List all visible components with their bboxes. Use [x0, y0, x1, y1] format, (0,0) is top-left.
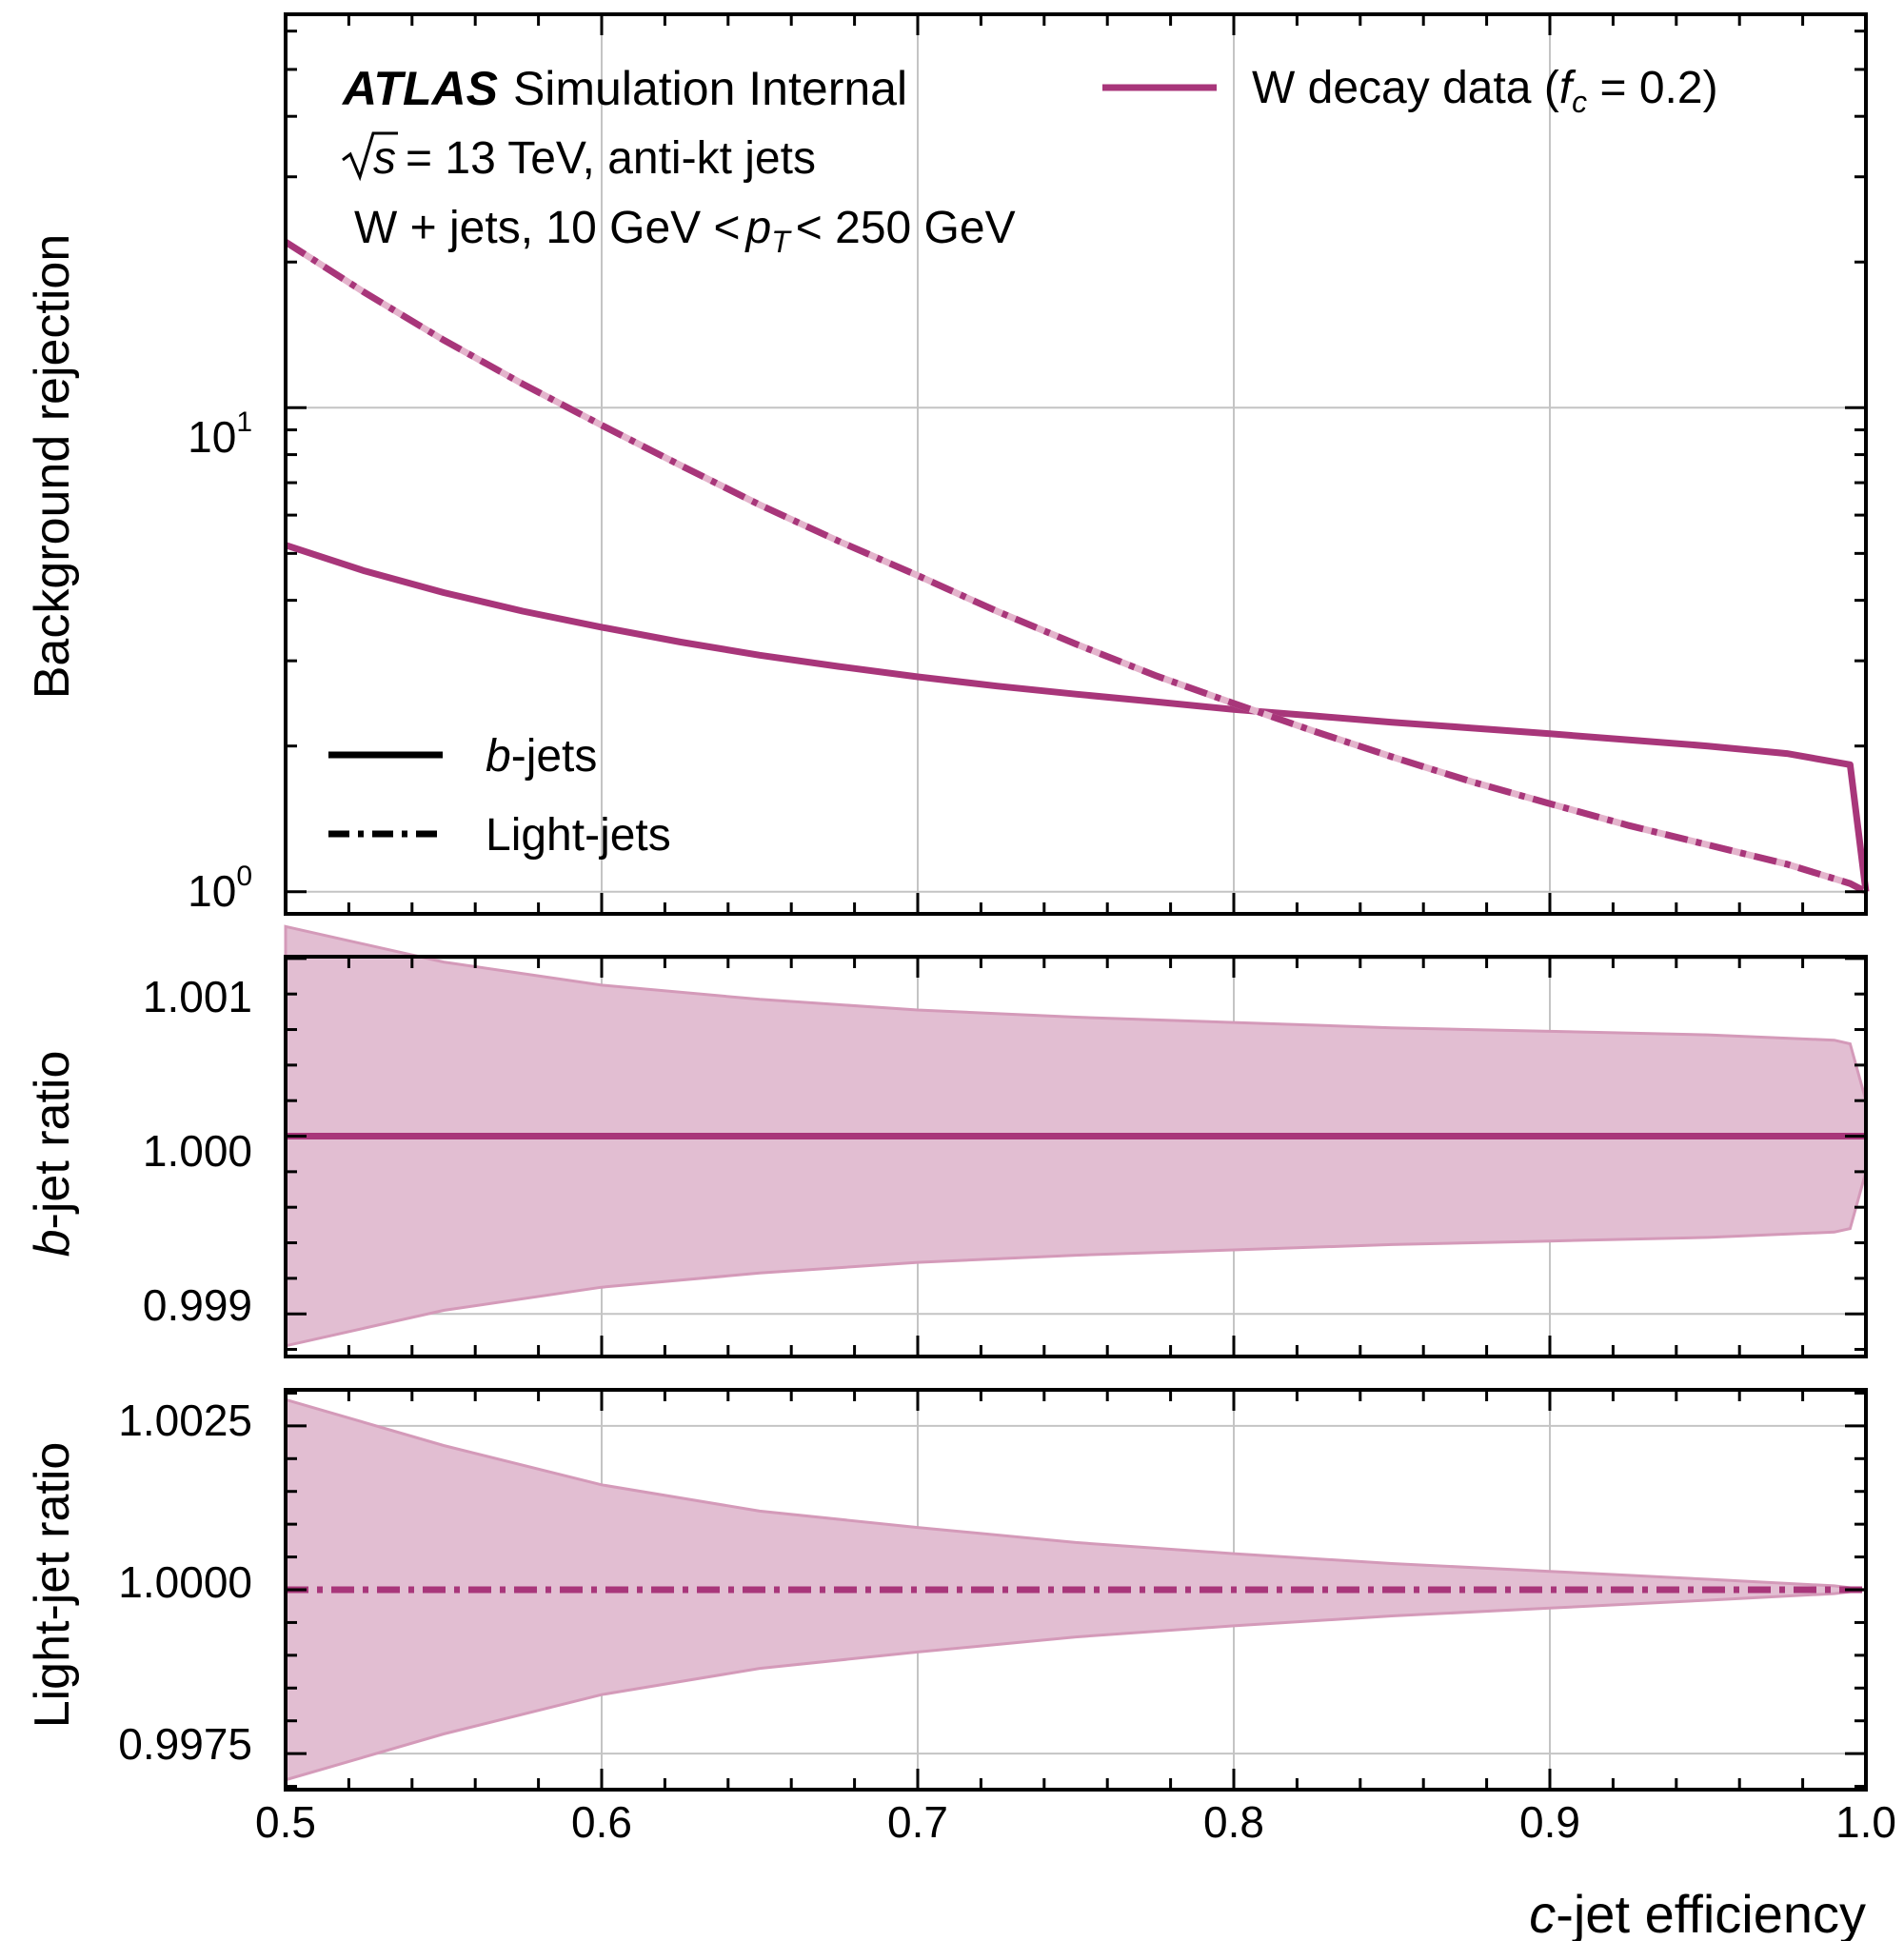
ytick-label-0.999: 0.999	[143, 1280, 252, 1330]
atlas-label: ATLAS Simulation Internal	[341, 62, 907, 115]
xtick-label-0.6: 0.6	[571, 1797, 632, 1847]
axes-frame	[284, 955, 1868, 1358]
series-light-jets	[284, 239, 1868, 895]
ylabel-background-rejection: Background rejection	[25, 234, 80, 700]
legend-bjets-label: b-jets	[486, 731, 597, 782]
ylabel-b-jet-ratio: b-jet ratio	[25, 1051, 80, 1258]
panel-light-jet-ratio	[284, 1388, 1868, 1792]
series-b-jets	[284, 542, 1870, 893]
legend-style: b-jets Light-jets	[328, 731, 671, 861]
ytick-label-10-0: 100	[188, 861, 252, 916]
panel-b-jet-ratio	[284, 924, 1868, 1358]
legend-light-label: Light-jets	[486, 810, 671, 861]
ytick-label-1.0025: 1.0025	[118, 1396, 252, 1445]
ylabel-light-jet-ratio: Light-jet ratio	[25, 1442, 80, 1729]
xlabel-c-jet-efficiency: c-jet efficiency	[1529, 1884, 1866, 1941]
panel-background-rejection	[284, 12, 1870, 916]
legend-model-label: W decay data (fc = 0.2)	[1252, 63, 1718, 119]
xtick-label-0.8: 0.8	[1203, 1797, 1264, 1847]
xtick-label-1.0: 1.0	[1835, 1797, 1896, 1847]
legend-model: W decay data (fc = 0.2)	[1102, 63, 1718, 119]
sample-annotation: W + jets, 10 GeV < pT < 250 GeV	[354, 203, 1016, 259]
svg-text:s= 13 TeV, anti-kt jets: s = 13 TeV, anti-kt jets	[373, 133, 816, 184]
ytick-label-10-1: 101	[188, 406, 252, 462]
series-light-jets-band	[284, 239, 1868, 895]
xtick-label-0.5: 0.5	[255, 1797, 316, 1847]
energy-annotation: s = 13 TeV, anti-kt jets	[342, 131, 816, 184]
ytick-label-1.001: 1.001	[143, 972, 252, 1021]
xtick-label-0.9: 0.9	[1519, 1797, 1580, 1847]
ytick-label-1.0000: 1.0000	[118, 1557, 252, 1607]
axes-frame	[284, 1388, 1868, 1792]
sqrt-symbol	[342, 131, 398, 182]
axes-frame	[284, 12, 1868, 916]
xtick-label-0.7: 0.7	[887, 1797, 948, 1847]
ytick-label-0.9975: 0.9975	[118, 1719, 252, 1769]
ytick-label-1.000: 1.000	[143, 1126, 252, 1176]
